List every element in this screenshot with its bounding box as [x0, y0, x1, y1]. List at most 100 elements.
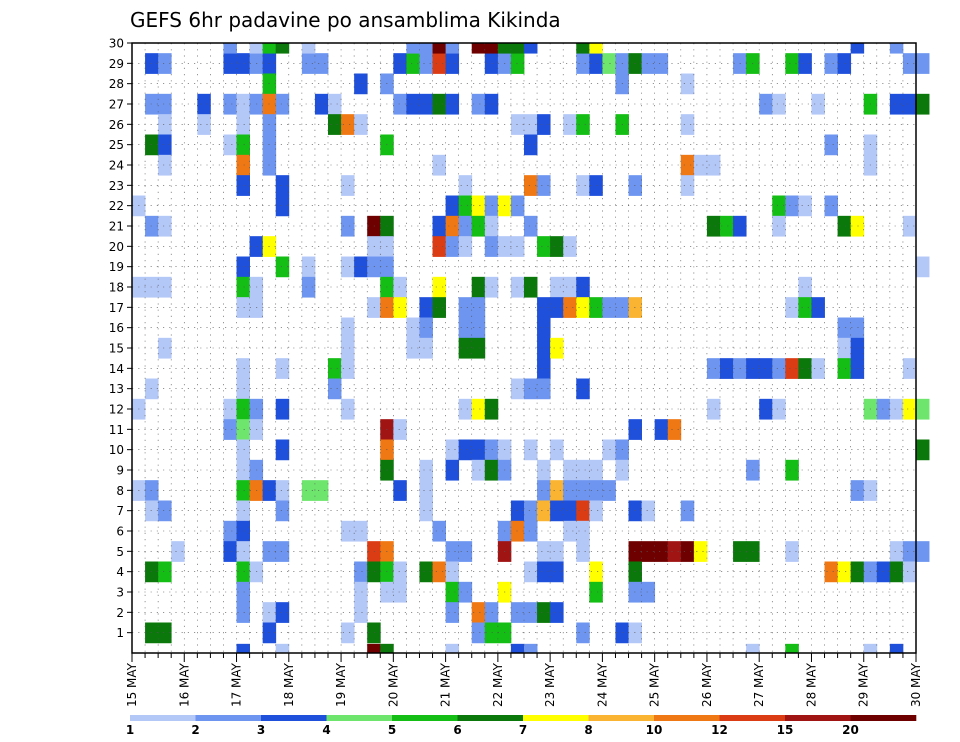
colorbar-swatch	[392, 715, 458, 721]
heatmap-cell	[524, 43, 538, 54]
heatmap-cell	[798, 53, 812, 74]
heatmap-cell	[328, 378, 342, 400]
y-tick-label: 23	[109, 179, 124, 193]
heatmap-cell	[484, 439, 499, 461]
heatmap-cell	[589, 500, 603, 522]
heatmap-cell	[785, 297, 799, 318]
heatmap-cell	[563, 297, 577, 318]
colorbar-label: 6	[453, 723, 461, 737]
heatmap-cell	[654, 53, 669, 74]
heatmap-cell	[576, 520, 590, 542]
y-tick-label: 25	[109, 138, 124, 152]
heatmap-cell	[341, 256, 355, 278]
x-tick-label: 15 MAY	[125, 662, 139, 707]
heatmap-cell	[824, 195, 838, 217]
heatmap-cell	[445, 43, 460, 54]
heatmap-cell	[236, 93, 250, 115]
heatmap-cell	[197, 114, 211, 135]
heatmap-cell	[223, 43, 237, 54]
heatmap-cell	[641, 541, 656, 562]
colorbar-swatch	[130, 715, 196, 721]
heatmap-cell	[510, 195, 525, 217]
heatmap-cell	[484, 276, 499, 298]
heatmap-cell	[654, 419, 669, 440]
colorbar-swatch	[719, 715, 786, 721]
heatmap-cell	[354, 581, 368, 603]
heatmap-cell	[341, 337, 355, 359]
colorbar-swatch	[785, 715, 851, 721]
heatmap-cell	[576, 53, 590, 74]
y-tick-label: 12	[109, 403, 124, 417]
heatmap-cell	[275, 541, 290, 562]
heatmap-cell	[484, 602, 499, 623]
y-tick-label: 24	[109, 159, 124, 173]
heatmap-cell	[236, 297, 250, 318]
heatmap-cell	[824, 53, 838, 74]
heatmap-cell	[706, 398, 721, 420]
heatmap-cell	[589, 480, 603, 501]
heatmap-cell	[680, 73, 695, 95]
heatmap-cell	[902, 358, 917, 379]
heatmap-cell	[680, 154, 695, 176]
y-tick-label: 18	[109, 281, 124, 295]
heatmap-cell	[445, 439, 460, 461]
heatmap-cell	[236, 276, 250, 298]
heatmap-cell	[576, 297, 590, 318]
heatmap-cell	[902, 215, 917, 237]
heatmap-cell	[328, 93, 342, 115]
heatmap-cell	[484, 43, 499, 54]
colorbar-swatch	[261, 715, 327, 721]
heatmap-cell	[916, 256, 930, 278]
heatmap-cell	[471, 337, 486, 359]
heatmap-cell	[811, 297, 825, 318]
heatmap-cell	[680, 541, 695, 562]
heatmap-cell	[249, 43, 264, 54]
heatmap-cell	[223, 520, 237, 542]
y-tick-label: 22	[109, 199, 124, 213]
heatmap-cell	[837, 561, 852, 583]
heatmap-cell	[341, 622, 355, 644]
colorbar-swatch	[457, 715, 524, 721]
heatmap-cell	[223, 541, 237, 562]
heatmap-cell	[158, 114, 172, 135]
heatmap-cell	[772, 93, 786, 115]
colorbar: 1 2 3 4 5 6 7 8 10 12 15 20	[126, 715, 917, 737]
heatmap-cell	[158, 53, 172, 74]
heatmap-cell	[524, 114, 538, 135]
heatmap-cell	[445, 93, 460, 115]
heatmap-cell	[158, 276, 172, 298]
y-tick-label: 11	[109, 423, 124, 437]
heatmap-cell	[471, 297, 486, 318]
y-tick-label: 28	[109, 77, 124, 91]
heatmap-cell	[589, 297, 603, 318]
heatmap-cell	[432, 297, 446, 318]
heatmap-cell	[537, 561, 551, 583]
heatmap-cell	[471, 602, 486, 623]
heatmap-cell	[236, 643, 250, 654]
heatmap-cell	[275, 602, 290, 623]
heatmap-cell	[445, 236, 460, 257]
heatmap-cell	[589, 43, 603, 54]
heatmap-cell	[902, 93, 917, 115]
colorbar-label: 1	[126, 723, 134, 737]
heatmap-cell	[275, 480, 290, 501]
heatmap-cell	[236, 581, 250, 603]
heatmap-cell	[367, 643, 381, 654]
heatmap-cell	[576, 378, 590, 400]
heatmap-cell	[419, 43, 433, 54]
y-tick-label: 3	[116, 586, 124, 600]
heatmap-cell	[510, 643, 525, 654]
heatmap-cell	[916, 93, 930, 115]
y-tick-label: 16	[109, 321, 124, 335]
heatmap-cell	[889, 93, 904, 115]
heatmap-cell	[706, 215, 721, 237]
heatmap-cell	[236, 561, 250, 583]
heatmap-cell	[354, 602, 368, 623]
heatmap-cell	[301, 43, 316, 54]
heatmap-cell	[406, 53, 420, 74]
heatmap-cell	[275, 643, 290, 654]
heatmap-cell	[510, 520, 525, 542]
heatmap-cell	[445, 215, 460, 237]
x-tick-label: 21 MAY	[439, 662, 453, 707]
heatmap-cell	[484, 459, 499, 481]
